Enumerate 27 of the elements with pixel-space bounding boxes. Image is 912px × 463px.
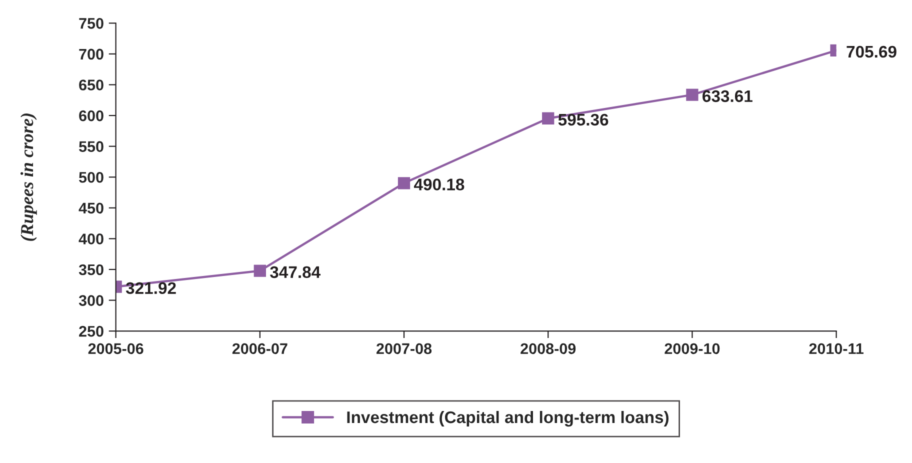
y-axis-title: (Rupees in crore) [20,114,37,241]
x-tick-label: 2007-08 [376,343,432,354]
y-tick-label: 500 [79,172,104,183]
y-tick-label: 650 [79,80,104,90]
data-label: 347.84 [270,266,321,278]
data-label: 321.92 [126,282,176,294]
y-tick-label: 450 [78,202,104,214]
y-tick-label: 300 [78,295,104,306]
x-tick-label: 2008-09 [520,343,576,354]
y-tick-label: 400 [78,234,104,244]
y-tick-label: 700 [79,48,104,60]
y-tick-label: 250 [79,326,104,337]
x-tick-label: 2010-11 [809,343,864,354]
x-tick-label: 2006-07 [232,343,288,354]
y-tick-label: 350 [78,264,104,276]
point [398,177,410,190]
data-label: 595.36 [558,114,608,126]
legend-label: Investment (Capital and long-term loans) [347,410,669,427]
data-label: 705.69 [846,46,896,58]
y-tick-label: 550 [79,141,104,152]
data-label: 490.18 [414,178,464,190]
x-tick-label: 2009-10 [664,343,720,354]
point [542,112,554,124]
y-tick-label: 600 [79,110,104,122]
data-label: 633.61 [702,90,752,102]
x-tick-label: 2005-06 [88,343,144,354]
y-tick-label: 750 [79,18,104,29]
